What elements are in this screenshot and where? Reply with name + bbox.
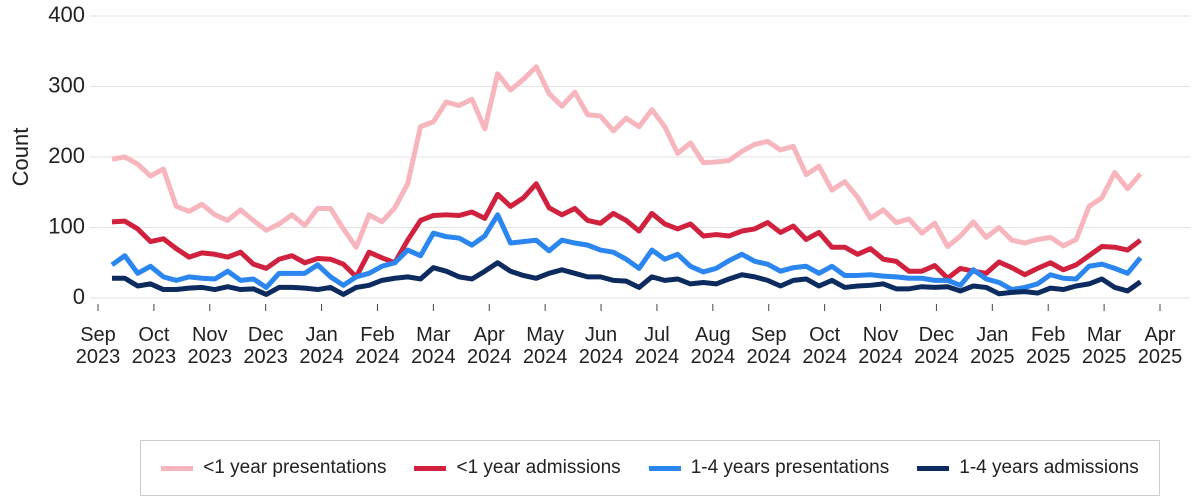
x-tick-label: Dec 2024 (914, 324, 959, 368)
legend-swatch (414, 465, 447, 471)
series-line (111, 64, 1143, 250)
y-tick-label: 200 (48, 143, 85, 168)
x-tick-label: Dec 2023 (243, 324, 288, 368)
x-tick-label: Mar 2025 (1081, 324, 1127, 368)
x-tick-label: Oct 2024 (802, 324, 847, 368)
legend-swatch (917, 465, 950, 471)
x-tick-label: Feb 2025 (1025, 324, 1071, 368)
series-line (111, 260, 1142, 297)
plot: Count 0 100 200 300 400 (8, 2, 1190, 311)
series-line (110, 212, 1143, 293)
y-axis-label: Count (8, 128, 33, 187)
x-tick-label: Sep 2023 (75, 324, 121, 368)
legend-swatch (161, 465, 194, 471)
legend-label: <1 year admissions (456, 457, 621, 478)
x-tick-label: Jun 2024 (578, 324, 624, 368)
series-line (111, 181, 1142, 281)
legend-label: <1 year presentations (203, 457, 387, 478)
x-tick-label: Feb 2024 (355, 324, 400, 368)
legend-item: 1-4 years admissions (917, 457, 1139, 479)
y-tick-label: 0 (73, 284, 85, 309)
legend-item: 1-4 years presentations (648, 457, 890, 479)
legend-item: <1 year admissions (414, 457, 621, 479)
legend: <1 year presentations <1 year admissions 1… (140, 440, 1160, 496)
legend-label: 1-4 years admissions (959, 457, 1139, 478)
x-tick-label: Apr 2024 (467, 324, 512, 368)
x-tick-label: Apr 2025 (1137, 324, 1183, 368)
x-tick-label: Nov 2023 (187, 324, 233, 368)
legend-swatch (648, 465, 681, 471)
x-tick-label: Aug 2024 (690, 324, 736, 368)
x-tick-label: Oct 2023 (131, 324, 177, 368)
x-tick-label: Jul 2024 (634, 324, 680, 368)
x-tick-label: May 2024 (522, 324, 568, 368)
x-tick-label: Nov 2024 (858, 324, 903, 368)
x-tick-label: Sep 2024 (746, 324, 791, 368)
y-tick-label: 100 (48, 213, 85, 238)
x-tick-label: Jan 2025 (970, 324, 1015, 368)
x-tick-label: Mar 2024 (411, 324, 456, 368)
x-tick-label: Jan 2024 (299, 324, 344, 368)
y-tick-label: 400 (48, 2, 85, 27)
legend-item: <1 year presentations (161, 457, 386, 479)
y-tick-label: 300 (48, 72, 85, 97)
legend-label: 1-4 years presentations (690, 457, 890, 478)
